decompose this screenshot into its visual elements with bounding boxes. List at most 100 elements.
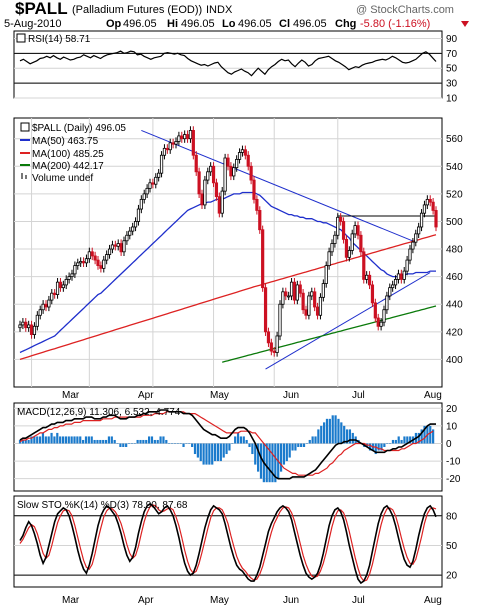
macd-histogram-bar [323, 422, 326, 444]
macd-histogram-bar [343, 425, 346, 444]
month-tick-label-bottom: Mar [62, 595, 80, 606]
candle [388, 287, 392, 297]
macd-histogram-bar [136, 439, 139, 444]
candle [102, 259, 106, 269]
candle [84, 258, 89, 264]
macd-histogram-bar [245, 439, 248, 444]
macd-histogram-bar [317, 429, 320, 444]
candle [50, 292, 54, 301]
macd-histogram-bar [377, 443, 380, 451]
close-label: Cl [279, 18, 290, 30]
macd-histogram-bar [110, 436, 113, 444]
macd-histogram-bar [228, 443, 231, 451]
macd-histogram-bar [268, 443, 271, 483]
macd-histogram-bar [314, 436, 317, 444]
sto-tick-label: 20 [446, 571, 458, 582]
macd-tick-label: 0 [446, 439, 452, 450]
candle [119, 243, 123, 253]
rsi-legend-text: RSI(14) 58.71 [28, 34, 91, 45]
price-tick-label: 400 [446, 355, 463, 366]
candle [333, 234, 337, 244]
price-tick-label: 420 [446, 327, 463, 338]
downtrend-line [141, 129, 416, 243]
macd-histogram-bar [142, 439, 145, 444]
candle [313, 291, 317, 308]
candle [336, 216, 340, 236]
candle [128, 230, 132, 236]
candle [330, 243, 334, 253]
ma200-line [222, 305, 437, 363]
macd-histogram-bar [27, 439, 30, 444]
candle [266, 331, 271, 344]
macd-histogram-bar [294, 443, 297, 451]
rsi-tick-label: 90 [446, 34, 458, 45]
macd-histogram-bar [239, 436, 243, 444]
candle [373, 302, 377, 319]
macd-histogram-bar [300, 443, 303, 447]
macd-histogram-bar [406, 436, 409, 444]
macd-histogram-bar [41, 432, 45, 444]
macd-histogram-bar [305, 443, 308, 444]
macd-histogram-bar [102, 439, 105, 444]
candle [341, 221, 346, 240]
month-tick-label: Aug [424, 390, 442, 401]
chart-exchange: INDX [206, 4, 233, 16]
macd-histogram-bar [351, 432, 354, 444]
macd-histogram-bar [139, 439, 142, 444]
candle [194, 154, 198, 173]
macd-histogram-bar [73, 436, 76, 444]
candle [379, 321, 383, 327]
sto-tick-label: 50 [446, 541, 458, 552]
macd-histogram-bar [64, 436, 68, 444]
macd-histogram-bar [386, 443, 389, 444]
macd-histogram-bar [156, 439, 159, 444]
candle [122, 240, 126, 253]
candle [55, 281, 60, 295]
macd-histogram-bar [368, 443, 372, 451]
macd-histogram-bar [291, 443, 294, 451]
high-label: Hi [167, 18, 178, 30]
candle [339, 216, 343, 222]
legend-price: $PALL (Daily) 496.05 [32, 123, 126, 134]
candle [21, 321, 25, 326]
chart-date: 5-Aug-2010 [4, 18, 62, 30]
price-panel: 400420440460480500520540560MarMarAprAprM… [13, 117, 463, 606]
legend-ma100: MA(100) 485.25 [32, 149, 104, 160]
open-value: 496.05 [123, 18, 157, 30]
candle [370, 284, 375, 304]
macd-tick-label: -20 [446, 474, 461, 485]
macd-histogram-bar [236, 432, 240, 444]
watermark: @ StockCharts.com [356, 4, 454, 16]
candle [148, 182, 152, 189]
candle [419, 212, 424, 228]
macd-histogram-bar [56, 432, 59, 444]
candle [321, 283, 325, 298]
candle [24, 321, 28, 329]
macd-histogram-bar [285, 443, 288, 462]
candle [154, 176, 158, 185]
candle [93, 255, 97, 261]
candle [44, 303, 48, 308]
candle [295, 284, 299, 301]
macd-histogram-bar [383, 443, 386, 447]
macd-histogram-bar [107, 436, 111, 444]
down-arrow-icon [461, 21, 469, 27]
candle [376, 317, 380, 327]
rsi-panel: 90 70 50 30 10 [13, 30, 458, 105]
macd-legend-text: MACD(12,26,9) 11.306, 6.532, 4.774 [17, 407, 181, 418]
candle [168, 142, 172, 151]
macd-histogram-bar [302, 443, 306, 447]
candle [76, 262, 80, 267]
macd-histogram-bar [150, 436, 154, 444]
candle [307, 295, 311, 316]
ma100-line [19, 234, 437, 361]
macd-histogram-bar [159, 436, 162, 444]
rsi-tick-label: 30 [446, 79, 458, 90]
candle [255, 198, 259, 211]
candle [304, 309, 308, 316]
macd-histogram-bar [24, 439, 27, 444]
macd-histogram-bar [331, 415, 334, 444]
macd-histogram-bar [173, 443, 177, 444]
macd-histogram-bar [191, 443, 194, 447]
candle [350, 233, 354, 251]
